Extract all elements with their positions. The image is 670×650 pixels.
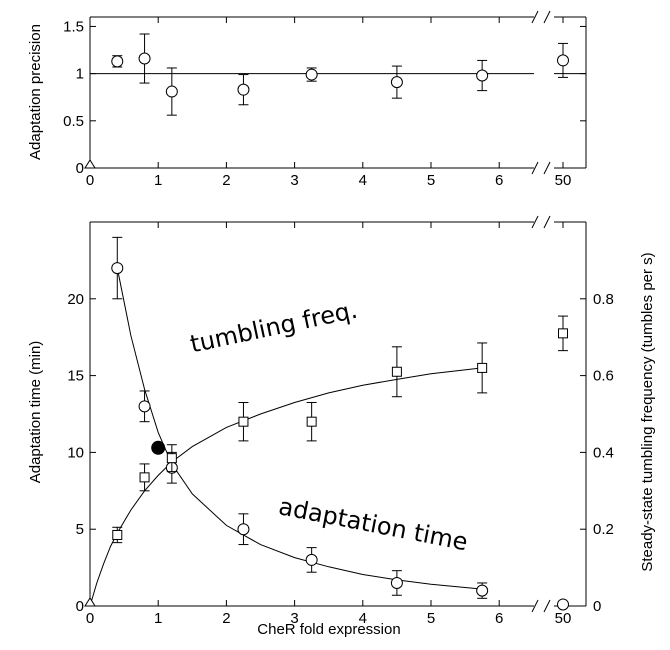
data-point-circle [305,68,318,81]
data-point-triangle [84,159,96,169]
precision-axis-title: Adaptation precision [27,24,44,160]
y-tick-label-right: 0.2 [593,521,614,538]
annotation-tumbling-freq: tumbling freq. [188,296,360,359]
x-tick-label: 0 [86,610,94,627]
x-tick-label: 5 [427,172,435,189]
data-point-square [306,416,317,427]
data-point-circle [557,598,569,611]
x-tick-label: 6 [495,610,503,627]
axis-break-mark [543,599,551,613]
data-point-circle [390,76,403,89]
y-tick-label-left: 15 [67,368,84,385]
data-point-triangle [84,597,96,607]
y-tick-label-right: 0.8 [593,291,614,308]
data-point-circle [111,262,124,275]
y-tick-label-right: 0.6 [593,368,614,385]
x-tick-label: 2 [222,610,230,627]
y-tick-label-left: 0 [76,598,84,615]
x-tick-label: 50 [555,610,572,627]
data-point-circle [390,576,403,589]
adaptation-panel: 0 1 2 3 4 5 6 50 0 5 10 15 20 0 0.2 0.4 0.6 0.8 tumbling f… [67,215,614,627]
y-tick-label-right: 0.4 [593,444,614,461]
x-tick-label: 50 [555,172,572,189]
precision-panel: 0 1 2 3 4 5 6 50 0 0.5 1 1.5 [63,10,587,189]
tumbling-frequency-axis-title: Steady-state tumbling frequency (tumbles… [639,252,656,571]
data-point-circle [138,52,151,65]
y-tick-label-right: 0 [593,598,601,615]
data-point-circle [557,54,569,67]
data-point-square [477,362,488,373]
data-point-circle [305,553,318,566]
data-point-square [558,328,568,339]
y-tick-label: 0 [76,160,84,177]
data-point-square [391,366,402,377]
x-tick-label: 4 [359,172,367,189]
data-point-square [166,453,177,464]
x-tick-label: 1 [154,172,162,189]
x-tick-label: 5 [427,610,435,627]
data-point-circle [111,55,124,68]
data-point-circle [138,400,151,413]
data-point-circle [237,523,250,536]
y-tick-label-left: 5 [76,521,84,538]
axis-break-mark [543,161,551,175]
x-tick-label: 2 [222,172,230,189]
axis-break-mark [531,10,539,24]
x-tick-label: 4 [359,610,367,627]
data-point-circle [476,69,489,82]
axis-break-mark [543,10,551,24]
data-point-square [238,416,249,427]
x-tick-label: 1 [154,610,162,627]
y-tick-label: 1.5 [63,18,84,35]
x-tick-label: 6 [495,172,503,189]
axis-break-mark [531,161,539,175]
annotation-adaptation-time: adaptation time [276,492,470,556]
axis-break-mark [531,599,539,613]
y-tick-label-left: 10 [67,444,84,461]
data-point-circle [476,584,489,597]
data-point-circle [165,85,178,98]
data-point-circle [237,83,250,96]
x-axis-title: CheR fold expression [257,621,400,638]
data-point-square [139,472,150,483]
y-tick-label: 0.5 [63,113,84,130]
adaptation-time-axis-title: Adaptation time (min) [27,341,44,484]
data-point-square [112,529,123,540]
y-tick-label: 1 [76,66,84,83]
axis-break-mark [543,215,551,229]
x-tick-label: 3 [290,610,298,627]
y-tick-label-left: 20 [67,291,84,308]
x-tick-label: 3 [290,172,298,189]
x-tick-label: 0 [86,172,94,189]
axis-break-mark [531,215,539,229]
data-point-filled [151,440,166,455]
